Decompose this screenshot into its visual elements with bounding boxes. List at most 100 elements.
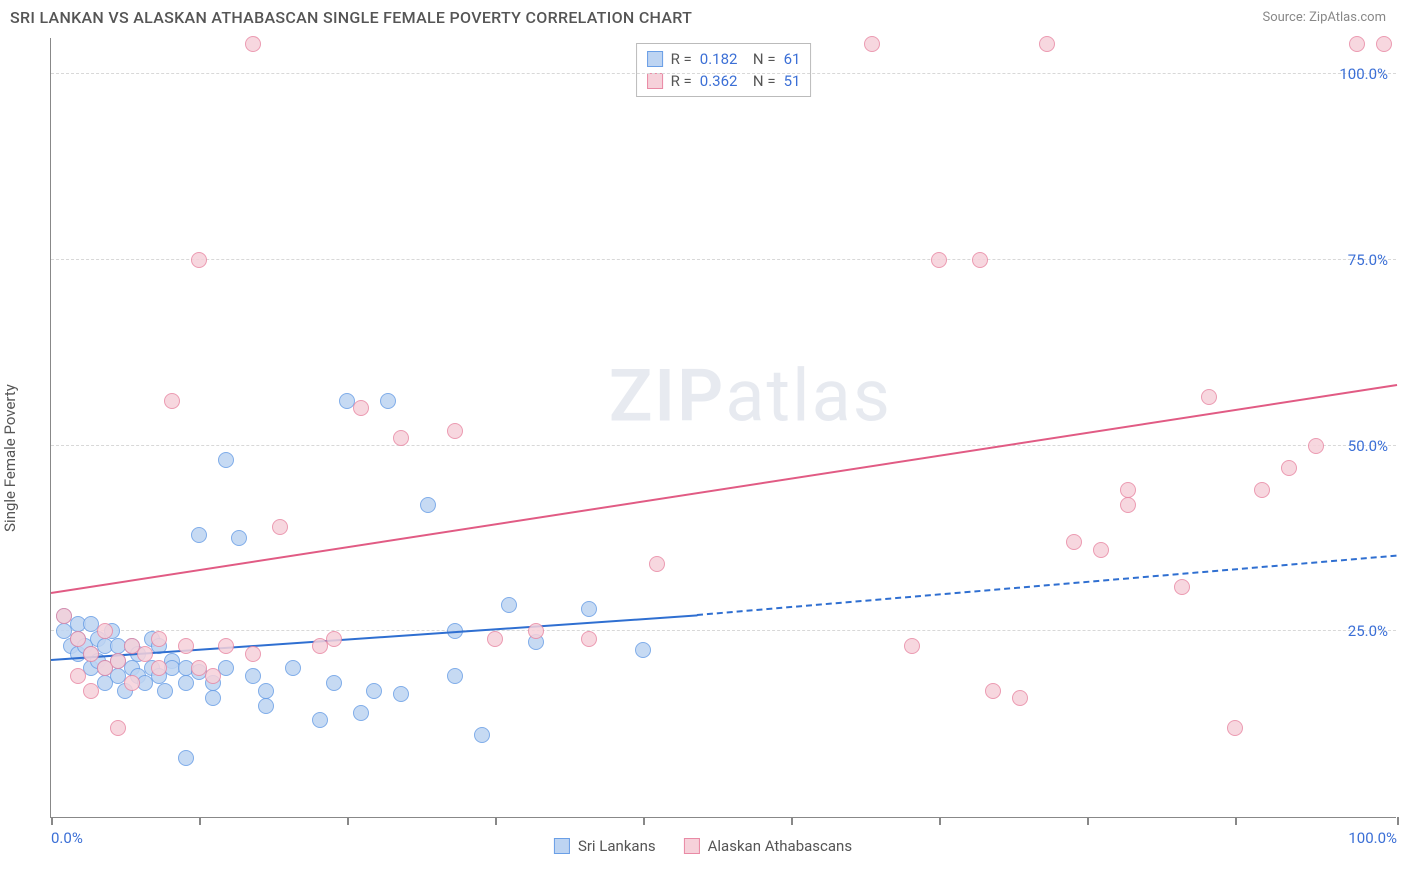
data-point — [151, 631, 167, 647]
data-point — [1093, 542, 1109, 558]
gridline — [51, 630, 1396, 631]
data-point — [70, 631, 86, 647]
plot-area: ZIPatlas R =0.182 N =61R =0.362 N =51 25… — [50, 38, 1396, 818]
x-tick — [495, 817, 497, 825]
data-point — [326, 631, 342, 647]
legend-label: Sri Lankans — [578, 837, 656, 855]
legend-item: Alaskan Athabascans — [684, 837, 852, 855]
data-point — [635, 642, 651, 658]
data-point — [353, 400, 369, 416]
data-point — [1066, 534, 1082, 550]
data-point — [353, 705, 369, 721]
y-axis-label: Single Female Poverty — [1, 384, 19, 532]
data-point — [1012, 690, 1028, 706]
x-tick-label: 100.0% — [1348, 829, 1397, 847]
gridline — [51, 73, 1396, 74]
data-point — [649, 556, 665, 572]
data-point — [205, 690, 221, 706]
data-point — [366, 683, 382, 699]
y-tick-label: 100.0% — [1339, 65, 1388, 83]
x-tick — [1087, 817, 1089, 825]
stat-r-label: R = — [671, 72, 692, 90]
data-point — [1201, 389, 1217, 405]
data-point — [157, 683, 173, 699]
data-point — [326, 675, 342, 691]
data-point — [178, 675, 194, 691]
data-point — [447, 668, 463, 684]
data-point — [447, 423, 463, 439]
data-point — [218, 452, 234, 468]
data-point — [931, 252, 947, 268]
data-point — [245, 36, 261, 52]
data-point — [124, 675, 140, 691]
data-point — [1308, 438, 1324, 454]
data-point — [191, 252, 207, 268]
data-point — [393, 686, 409, 702]
data-point — [218, 638, 234, 654]
data-point — [1254, 482, 1270, 498]
chart-title: SRI LANKAN VS ALASKAN ATHABASCAN SINGLE … — [10, 8, 692, 27]
legend-swatch — [647, 73, 663, 89]
data-point — [1281, 460, 1297, 476]
data-point — [151, 660, 167, 676]
data-point — [1376, 36, 1392, 52]
data-point — [191, 527, 207, 543]
legend-swatch — [554, 838, 570, 854]
x-tick-label: 0.0% — [51, 829, 83, 847]
data-point — [258, 683, 274, 699]
data-point — [904, 638, 920, 654]
data-point — [205, 668, 221, 684]
data-point — [501, 597, 517, 613]
legend-item: Sri Lankans — [554, 837, 656, 855]
data-point — [285, 660, 301, 676]
x-tick — [643, 817, 645, 825]
data-point — [581, 601, 597, 617]
data-point — [528, 623, 544, 639]
x-tick — [939, 817, 941, 825]
trend-line — [697, 555, 1397, 616]
data-point — [258, 698, 274, 714]
chart-container: Single Female Poverty ZIPatlas R = 0.182 … — [0, 33, 1406, 883]
stat-n-label: N = — [745, 50, 775, 68]
data-point — [581, 631, 597, 647]
gridline — [51, 259, 1396, 260]
legend: Sri Lankans Alaskan Athabascans — [554, 837, 852, 855]
stat-r-value: 0.182 — [700, 50, 738, 68]
y-tick-label: 75.0% — [1348, 251, 1388, 269]
data-point — [164, 393, 180, 409]
data-point — [972, 252, 988, 268]
data-point — [1349, 36, 1365, 52]
watermark: ZIPatlas — [609, 354, 892, 439]
data-point — [245, 668, 261, 684]
data-point — [1120, 497, 1136, 513]
data-point — [178, 638, 194, 654]
stats-legend-box: R =0.182 N =61R =0.362 N =51 — [636, 43, 812, 97]
stat-r-label: R = — [671, 50, 692, 68]
data-point — [70, 668, 86, 684]
data-point — [110, 720, 126, 736]
legend-label: Alaskan Athabascans — [708, 837, 852, 855]
x-tick — [1397, 817, 1399, 825]
stat-n-value: 51 — [784, 72, 801, 90]
y-tick-label: 50.0% — [1348, 437, 1388, 455]
data-point — [272, 519, 288, 535]
data-point — [312, 712, 328, 728]
data-point — [474, 727, 490, 743]
data-point — [97, 623, 113, 639]
data-point — [231, 530, 247, 546]
x-tick — [347, 817, 349, 825]
data-point — [864, 36, 880, 52]
legend-swatch — [684, 838, 700, 854]
stats-row: R = 0.182 N = 61 — [647, 48, 801, 70]
data-point — [110, 653, 126, 669]
y-tick-label: 25.0% — [1348, 622, 1388, 640]
gridline — [51, 445, 1396, 446]
stat-n-value: 61 — [784, 50, 801, 68]
data-point — [393, 430, 409, 446]
stat-r-value: 0.362 — [700, 72, 738, 90]
legend-swatch — [647, 51, 663, 67]
data-point — [985, 683, 1001, 699]
data-point — [245, 646, 261, 662]
x-tick — [1235, 817, 1237, 825]
data-point — [1120, 482, 1136, 498]
